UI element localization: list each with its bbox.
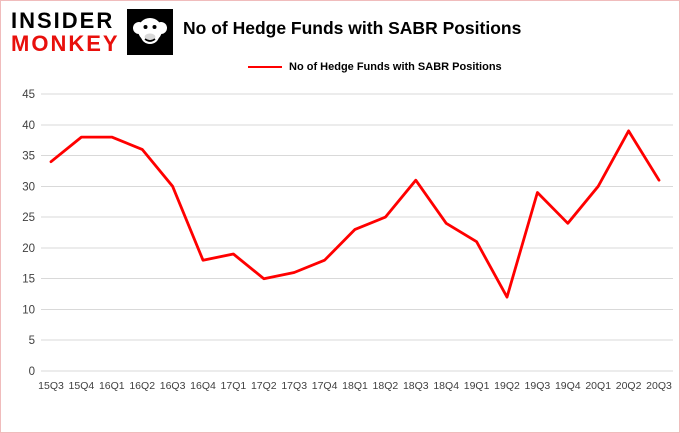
x-tick-label: 15Q4 bbox=[69, 380, 95, 392]
chart-legend: No of Hedge Funds with SABR Positions bbox=[248, 61, 502, 73]
x-tick-label: 19Q3 bbox=[525, 380, 551, 392]
x-tick-label: 17Q4 bbox=[312, 380, 338, 392]
legend-line-swatch bbox=[248, 66, 282, 68]
y-tick-label: 5 bbox=[29, 335, 35, 347]
monkey-face-icon bbox=[132, 18, 167, 44]
monkey-icon bbox=[126, 9, 173, 55]
x-tick-label: 16Q4 bbox=[190, 380, 216, 392]
x-tick-label: 17Q2 bbox=[251, 380, 277, 392]
y-tick-label: 20 bbox=[22, 243, 35, 255]
logo-monkey-text: MONKEY bbox=[11, 31, 120, 57]
x-tick-label: 20Q1 bbox=[585, 380, 611, 392]
x-tick-label: 17Q1 bbox=[221, 380, 247, 392]
x-tick-label: 18Q2 bbox=[373, 380, 399, 392]
x-tick-label: 18Q4 bbox=[433, 380, 459, 392]
y-tick-label: 30 bbox=[22, 181, 35, 193]
y-tick-label: 40 bbox=[22, 120, 35, 132]
y-tick-label: 35 bbox=[22, 151, 35, 163]
y-tick-label: 0 bbox=[29, 366, 35, 378]
y-tick-label: 15 bbox=[22, 274, 35, 286]
x-tick-label: 16Q3 bbox=[160, 380, 186, 392]
x-tick-label: 19Q1 bbox=[464, 380, 490, 392]
insider-monkey-logo: INSIDER MONKEY bbox=[11, 9, 173, 55]
x-tick-label: 19Q4 bbox=[555, 380, 581, 392]
x-tick-label: 17Q3 bbox=[281, 380, 307, 392]
y-tick-label: 25 bbox=[22, 212, 35, 224]
chart-title: No of Hedge Funds with SABR Positions bbox=[183, 18, 522, 38]
x-tick-label: 16Q1 bbox=[99, 380, 125, 392]
logo-insider-text: INSIDER bbox=[11, 8, 115, 33]
x-tick-label: 20Q3 bbox=[646, 380, 672, 392]
x-tick-label: 19Q2 bbox=[494, 380, 520, 392]
x-tick-label: 18Q3 bbox=[403, 380, 429, 392]
series-line bbox=[49, 129, 661, 299]
chart-canvas: 0 5 10 15 20 25 30 35 40 45 15Q3 15Q4 16Q1 16Q2 16Q3 16… bbox=[22, 89, 673, 392]
x-tick-label: 16Q2 bbox=[129, 380, 155, 392]
x-tick-label: 20Q2 bbox=[616, 380, 642, 392]
legend-label: No of Hedge Funds with SABR Positions bbox=[289, 61, 502, 73]
logo-text: INSIDER MONKEY bbox=[11, 9, 120, 55]
y-tick-label: 45 bbox=[22, 89, 35, 101]
x-tick-label: 15Q3 bbox=[38, 380, 64, 392]
x-tick-label: 18Q1 bbox=[342, 380, 368, 392]
y-tick-label: 10 bbox=[22, 304, 35, 316]
